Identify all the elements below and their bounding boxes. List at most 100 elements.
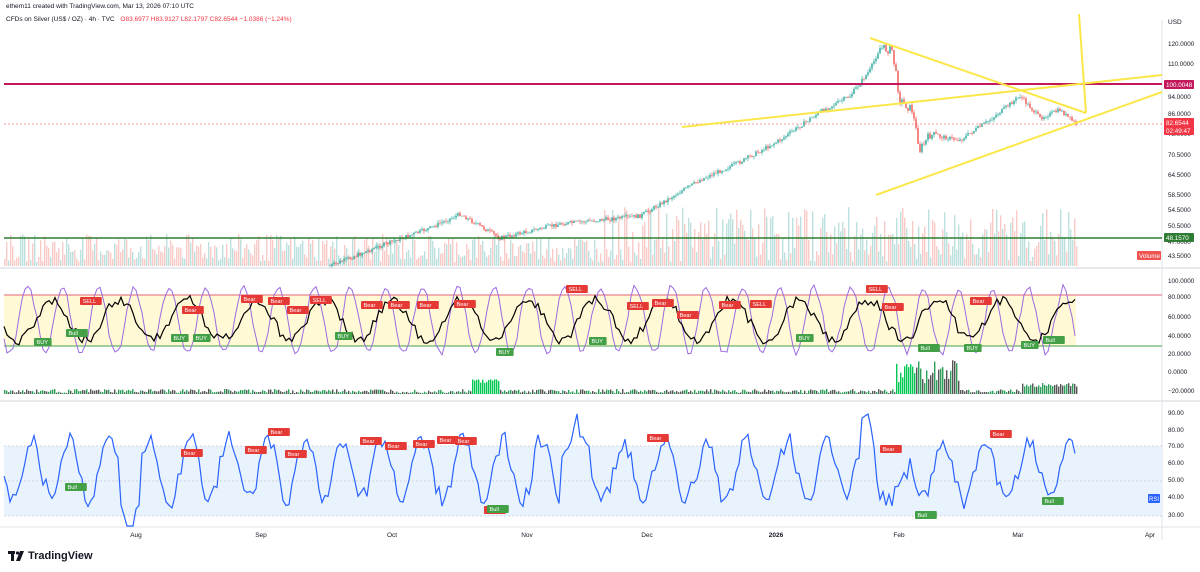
histogram-bar xyxy=(332,389,334,394)
signal-badge-buy[interactable]: BUY xyxy=(335,332,353,340)
histogram-bar xyxy=(716,390,718,394)
candle-body xyxy=(885,44,887,52)
signal-badge-buy[interactable]: BUY xyxy=(589,337,607,345)
signal-badge-bear[interactable]: Bear xyxy=(647,434,669,442)
signal-badge-bear[interactable]: Bear xyxy=(182,306,204,314)
signal-badge-bull[interactable]: Bull xyxy=(66,329,88,337)
volume-bar xyxy=(896,217,898,266)
histogram-bar xyxy=(1028,386,1030,394)
volume-bar xyxy=(478,236,480,266)
histogram-bar xyxy=(326,391,328,394)
volume-bar xyxy=(684,224,686,266)
histogram-bar xyxy=(1026,384,1028,394)
stoch-tick-label: 100.0000 xyxy=(1168,278,1195,285)
histogram-bar xyxy=(382,389,384,394)
signal-badge-bear[interactable]: Bear xyxy=(880,445,902,453)
signal-badge-bear[interactable]: Bear xyxy=(417,301,439,309)
volume-bar xyxy=(78,261,80,266)
volume-bar xyxy=(482,240,484,266)
volume-bar xyxy=(132,251,134,266)
histogram-bar xyxy=(128,389,130,394)
signal-badge-sell[interactable]: SELL xyxy=(310,296,332,304)
trendlines[interactable] xyxy=(681,13,1163,196)
candle-body xyxy=(869,68,871,73)
signal-badge-buy[interactable]: BUY xyxy=(171,334,189,342)
signal-badge-buy[interactable]: BUY xyxy=(34,338,52,346)
histogram-bar xyxy=(908,367,910,394)
signal-badge-bear[interactable]: Bear xyxy=(268,297,290,305)
volume-bar xyxy=(964,258,966,266)
signal-badge-bear[interactable]: Bear xyxy=(287,306,309,314)
signal-badge-bull[interactable]: Bull xyxy=(915,511,937,519)
histogram-bar xyxy=(458,391,460,394)
signal-badge-buy[interactable]: BUY xyxy=(193,334,211,342)
signal-badge-bear[interactable]: Bear xyxy=(413,440,435,448)
signal-badge-bear[interactable]: Bear xyxy=(268,428,290,436)
candle-body xyxy=(507,234,509,236)
candle-body xyxy=(553,224,555,227)
volume-bar xyxy=(1074,218,1076,266)
signal-badge-bear[interactable]: Bear xyxy=(385,442,407,450)
stoch-k-line[interactable] xyxy=(3,294,1076,346)
volume-bar xyxy=(878,251,880,266)
price-panel[interactable] xyxy=(0,20,1160,268)
volume-bar xyxy=(290,237,292,266)
histogram-bar xyxy=(700,390,702,394)
signal-badge-buy[interactable]: BUY xyxy=(496,348,514,356)
signal-badge-bull[interactable]: Bull xyxy=(487,505,509,513)
signal-badge-sell[interactable]: SELL xyxy=(566,285,588,293)
signal-badge-text: Bear xyxy=(440,438,452,444)
signal-badge-bear[interactable]: Bear xyxy=(652,299,674,307)
histogram-bar xyxy=(826,389,828,394)
signal-badge-sell[interactable]: SELL xyxy=(80,297,102,305)
signal-badge-bear[interactable]: Bear xyxy=(360,437,382,445)
symbol-title[interactable]: CFDs on Silver (US$ / OZ) · 4h · TVC xyxy=(6,16,115,23)
signal-badge-bear[interactable]: Bear xyxy=(455,437,477,445)
candle-body xyxy=(953,137,955,140)
signal-badge-sell[interactable]: SELL xyxy=(750,300,772,308)
signal-badge-bear[interactable]: Bear xyxy=(241,295,263,303)
volume-bar xyxy=(436,258,438,266)
signal-badge-sell[interactable]: SELL xyxy=(866,285,888,293)
signal-badge-bull[interactable]: Bull xyxy=(1043,336,1065,344)
signal-badge-bear[interactable]: Bear xyxy=(285,450,307,458)
volume-bar xyxy=(756,256,758,266)
signal-badge-sell[interactable]: SELL xyxy=(627,302,649,310)
volume-bar xyxy=(340,257,342,266)
signal-badge-bear[interactable]: Bear xyxy=(181,449,203,457)
volume-bar xyxy=(216,247,218,266)
histogram-bar xyxy=(1038,385,1040,394)
volume-bar xyxy=(100,251,102,266)
histogram-bar xyxy=(470,391,472,394)
signal-badge-bear[interactable]: Bear xyxy=(454,300,476,308)
signal-badge-bear[interactable]: Bear xyxy=(990,430,1012,438)
histogram-bar xyxy=(456,391,458,394)
tradingview-branding[interactable]: TradingView xyxy=(8,550,93,562)
signal-badge-bear[interactable]: Bear xyxy=(719,301,741,309)
histogram-bar xyxy=(578,392,580,394)
volume-bar xyxy=(48,248,50,266)
candle-body xyxy=(533,229,535,231)
signal-badge-bear[interactable]: Bear xyxy=(882,303,904,311)
signal-badge-buy[interactable]: BUY xyxy=(796,334,814,342)
histogram-bar xyxy=(982,392,984,394)
signal-badge-bull[interactable]: Bull xyxy=(1042,497,1064,505)
signal-badge-bear[interactable]: Bear xyxy=(245,446,267,454)
signal-badge-bull[interactable]: Bull xyxy=(918,344,940,352)
rsi-line[interactable] xyxy=(3,413,1076,527)
signal-badge-buy[interactable]: BUY xyxy=(964,344,982,352)
volume-bar xyxy=(80,249,82,266)
signal-badge-bear[interactable]: Bear xyxy=(677,311,699,319)
volume-bar xyxy=(530,253,532,266)
signal-badge-bear[interactable]: Bear xyxy=(970,297,992,305)
volume-bar xyxy=(8,260,10,266)
candle-body xyxy=(341,260,343,262)
signal-badge-bear[interactable]: Bear xyxy=(437,436,459,444)
candle-body xyxy=(903,99,905,103)
signal-badge-bear[interactable]: Bear xyxy=(361,301,383,309)
signal-badge-bear[interactable]: Bear xyxy=(388,301,410,309)
signal-badge-buy[interactable]: BUY xyxy=(1021,341,1039,349)
signal-badge-bull[interactable]: Bull xyxy=(65,483,87,491)
